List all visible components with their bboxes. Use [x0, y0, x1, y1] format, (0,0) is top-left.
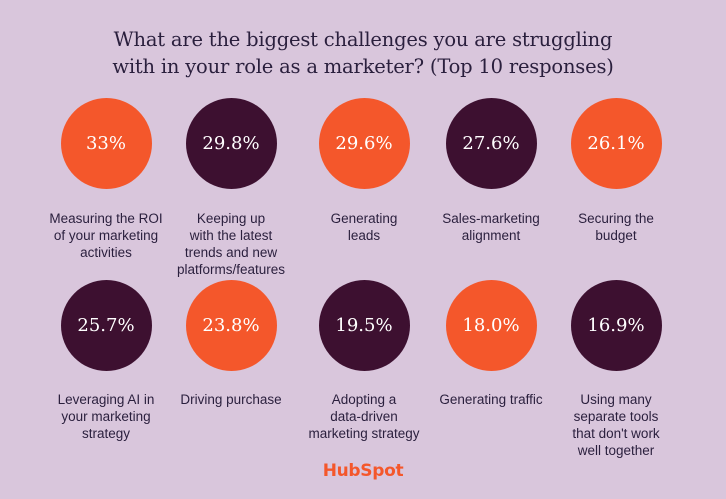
value-circle: 19.5%: [318, 280, 410, 371]
category-label: Leveraging AI in your marketing strategy: [57, 392, 155, 441]
value-label: 29.6%: [335, 133, 393, 154]
chart-title: What are the biggest challenges you are …: [112, 28, 614, 78]
value-label: 27.6%: [462, 133, 520, 154]
value-circle: 18.0%: [445, 280, 537, 371]
value-label: 25.7%: [77, 315, 135, 336]
logo-text: HubSpot: [322, 461, 404, 481]
category-label: Driving purchase: [180, 392, 282, 407]
value-label: 29.8%: [202, 133, 260, 154]
category-label: Generating traffic: [439, 392, 543, 407]
value-circle: 16.9%: [570, 280, 662, 371]
value-circle: 23.8%: [185, 280, 277, 371]
category-label: Adopting a data-driven marketing strateg…: [308, 392, 420, 441]
value-circle: 25.7%: [60, 280, 152, 371]
value-label: 16.9%: [587, 315, 645, 336]
category-label: Generating leads: [330, 211, 398, 243]
value-label: 33%: [85, 133, 126, 154]
category-label: Using many separate tools that don't wor…: [572, 392, 660, 458]
value-circle: 26.1%: [570, 98, 662, 189]
hubspot-logo: HubSpot: [0, 461, 726, 481]
value-label: 18.0%: [462, 315, 520, 336]
value-circle: 27.6%: [445, 98, 537, 189]
category-label: Measuring the ROI of your marketing acti…: [49, 211, 163, 260]
value-label: 23.8%: [202, 315, 260, 336]
value-circle: 33%: [60, 98, 152, 189]
value-label: 26.1%: [587, 133, 645, 154]
category-label: Securing the budget: [578, 211, 654, 243]
value-circle: 29.8%: [185, 98, 277, 189]
category-label: Sales-marketing alignment: [442, 211, 540, 243]
value-circle: 29.6%: [318, 98, 410, 189]
value-label: 19.5%: [335, 315, 393, 336]
category-label: Keeping up with the latest trends and ne…: [176, 211, 286, 277]
